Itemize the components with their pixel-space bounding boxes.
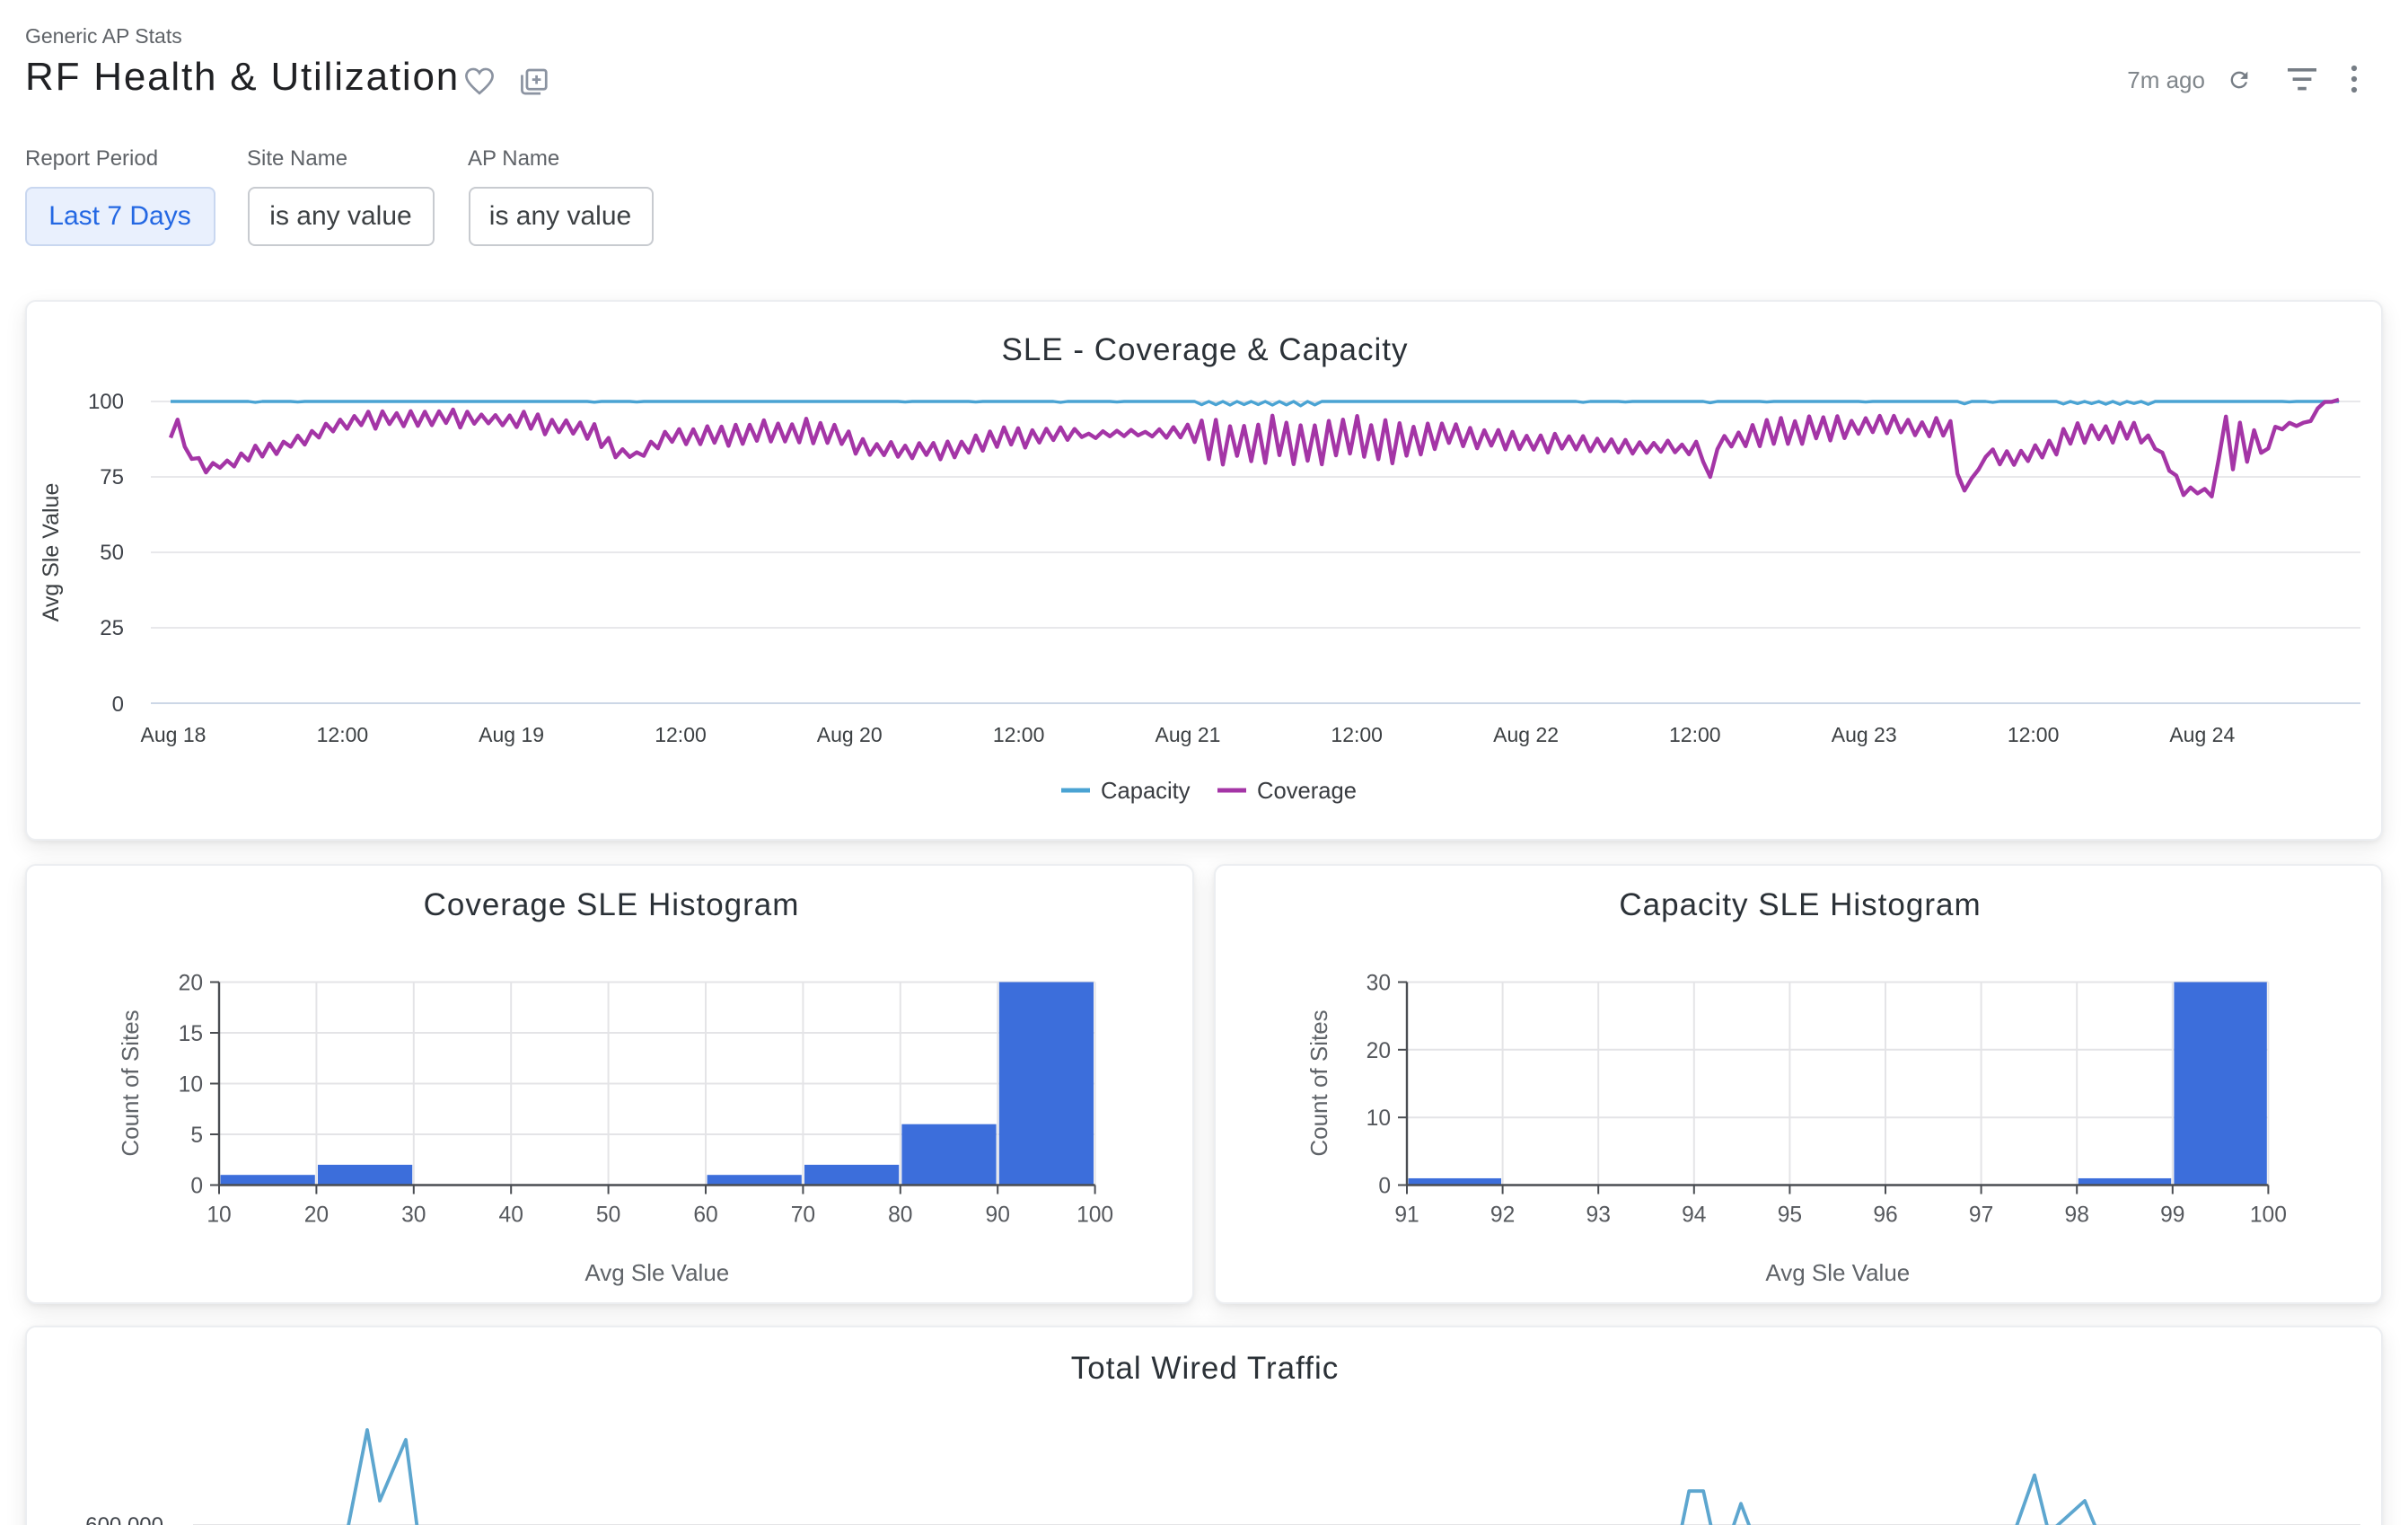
svg-text:0: 0 bbox=[190, 1175, 203, 1199]
svg-text:5: 5 bbox=[190, 1124, 203, 1148]
svg-text:Aug 21: Aug 21 bbox=[1156, 723, 1221, 746]
svg-text:92: 92 bbox=[1490, 1203, 1515, 1228]
svg-text:20: 20 bbox=[304, 1203, 329, 1228]
svg-text:Coverage: Coverage bbox=[1257, 779, 1357, 804]
svg-text:60: 60 bbox=[693, 1203, 717, 1228]
svg-text:Avg Sle Value: Avg Sle Value bbox=[39, 483, 64, 622]
svg-text:Aug 22: Aug 22 bbox=[1493, 723, 1559, 746]
svg-text:75: 75 bbox=[100, 465, 124, 489]
svg-text:20: 20 bbox=[1367, 1039, 1391, 1063]
svg-text:100: 100 bbox=[1077, 1203, 1113, 1228]
svg-text:15: 15 bbox=[179, 1022, 203, 1046]
svg-text:94: 94 bbox=[1682, 1203, 1706, 1228]
svg-text:Avg Sle Value: Avg Sle Value bbox=[1765, 1259, 1910, 1286]
svg-text:50: 50 bbox=[596, 1203, 620, 1228]
svg-text:12:00: 12:00 bbox=[655, 723, 707, 746]
svg-text:10: 10 bbox=[1367, 1106, 1391, 1131]
svg-text:Count of Sites: Count of Sites bbox=[1305, 1009, 1332, 1156]
svg-text:80: 80 bbox=[888, 1203, 912, 1228]
svg-text:12:00: 12:00 bbox=[2008, 723, 2060, 746]
svg-text:Aug 20: Aug 20 bbox=[817, 723, 883, 746]
svg-text:0: 0 bbox=[112, 692, 124, 717]
svg-text:Capacity SLE Histogram: Capacity SLE Histogram bbox=[1619, 887, 1981, 922]
svg-text:10: 10 bbox=[179, 1073, 203, 1097]
svg-text:600,000: 600,000 bbox=[85, 1512, 163, 1525]
svg-text:40: 40 bbox=[499, 1203, 523, 1228]
svg-text:Count of Sites: Count of Sites bbox=[117, 1009, 144, 1156]
svg-text:100: 100 bbox=[2250, 1203, 2287, 1228]
svg-text:90: 90 bbox=[986, 1203, 1010, 1228]
svg-text:12:00: 12:00 bbox=[1331, 723, 1383, 746]
svg-text:95: 95 bbox=[1778, 1203, 1802, 1228]
svg-text:50: 50 bbox=[100, 541, 124, 565]
svg-text:10: 10 bbox=[207, 1203, 231, 1228]
svg-text:96: 96 bbox=[1873, 1203, 1897, 1228]
svg-text:99: 99 bbox=[2160, 1203, 2184, 1228]
svg-text:97: 97 bbox=[1969, 1203, 1993, 1228]
svg-text:Aug 24: Aug 24 bbox=[2169, 723, 2235, 746]
svg-text:Avg Sle Value: Avg Sle Value bbox=[584, 1259, 729, 1286]
svg-text:30: 30 bbox=[1367, 972, 1391, 996]
svg-text:Aug 18: Aug 18 bbox=[141, 723, 207, 746]
svg-text:0: 0 bbox=[1378, 1175, 1391, 1199]
svg-text:91: 91 bbox=[1394, 1203, 1419, 1228]
svg-text:100: 100 bbox=[88, 390, 124, 414]
svg-text:12:00: 12:00 bbox=[993, 723, 1045, 746]
svg-text:30: 30 bbox=[401, 1203, 426, 1228]
svg-text:Aug 19: Aug 19 bbox=[479, 723, 544, 746]
svg-text:12:00: 12:00 bbox=[317, 723, 369, 746]
svg-text:93: 93 bbox=[1586, 1203, 1611, 1228]
svg-text:25: 25 bbox=[100, 616, 124, 640]
svg-text:Total Wired Traffic: Total Wired Traffic bbox=[1071, 1350, 1339, 1385]
svg-text:Aug 23: Aug 23 bbox=[1832, 723, 1897, 746]
svg-text:20: 20 bbox=[179, 972, 203, 996]
svg-text:Capacity: Capacity bbox=[1101, 779, 1191, 804]
svg-text:12:00: 12:00 bbox=[1669, 723, 1721, 746]
svg-text:98: 98 bbox=[2065, 1203, 2089, 1228]
svg-text:SLE - Coverage & Capacity: SLE - Coverage & Capacity bbox=[1002, 332, 1409, 367]
svg-text:Coverage SLE Histogram: Coverage SLE Histogram bbox=[424, 887, 800, 922]
svg-text:70: 70 bbox=[791, 1203, 815, 1228]
